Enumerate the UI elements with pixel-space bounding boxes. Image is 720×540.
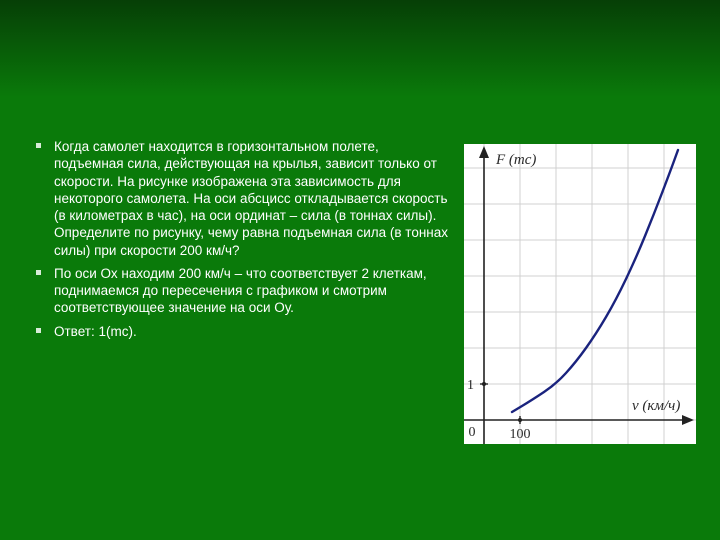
- slide: Когда самолет находится в горизонтальном…: [0, 0, 720, 540]
- list-item: Ответ: 1(mc).: [54, 323, 452, 340]
- chart-svg: F (mc) v (км/ч) 0 100 1: [464, 144, 696, 444]
- svg-text:v (км/ч): v (км/ч): [632, 398, 680, 414]
- text-column: Когда самолет находится в горизонтальном…: [24, 138, 452, 516]
- svg-text:0: 0: [469, 425, 476, 440]
- list-item: Когда самолет находится в горизонтальном…: [54, 138, 452, 259]
- chart-column: F (mc) v (км/ч) 0 100 1: [464, 138, 696, 516]
- svg-text:1: 1: [467, 378, 474, 393]
- svg-text:100: 100: [510, 427, 531, 442]
- bullet-list: Когда самолет находится в горизонтальном…: [24, 138, 452, 340]
- lift-vs-speed-chart: F (mc) v (км/ч) 0 100 1: [464, 144, 696, 444]
- svg-text:F (mc): F (mc): [495, 152, 536, 168]
- list-item: По оси Ох находим 200 км/ч – что соответ…: [54, 265, 452, 317]
